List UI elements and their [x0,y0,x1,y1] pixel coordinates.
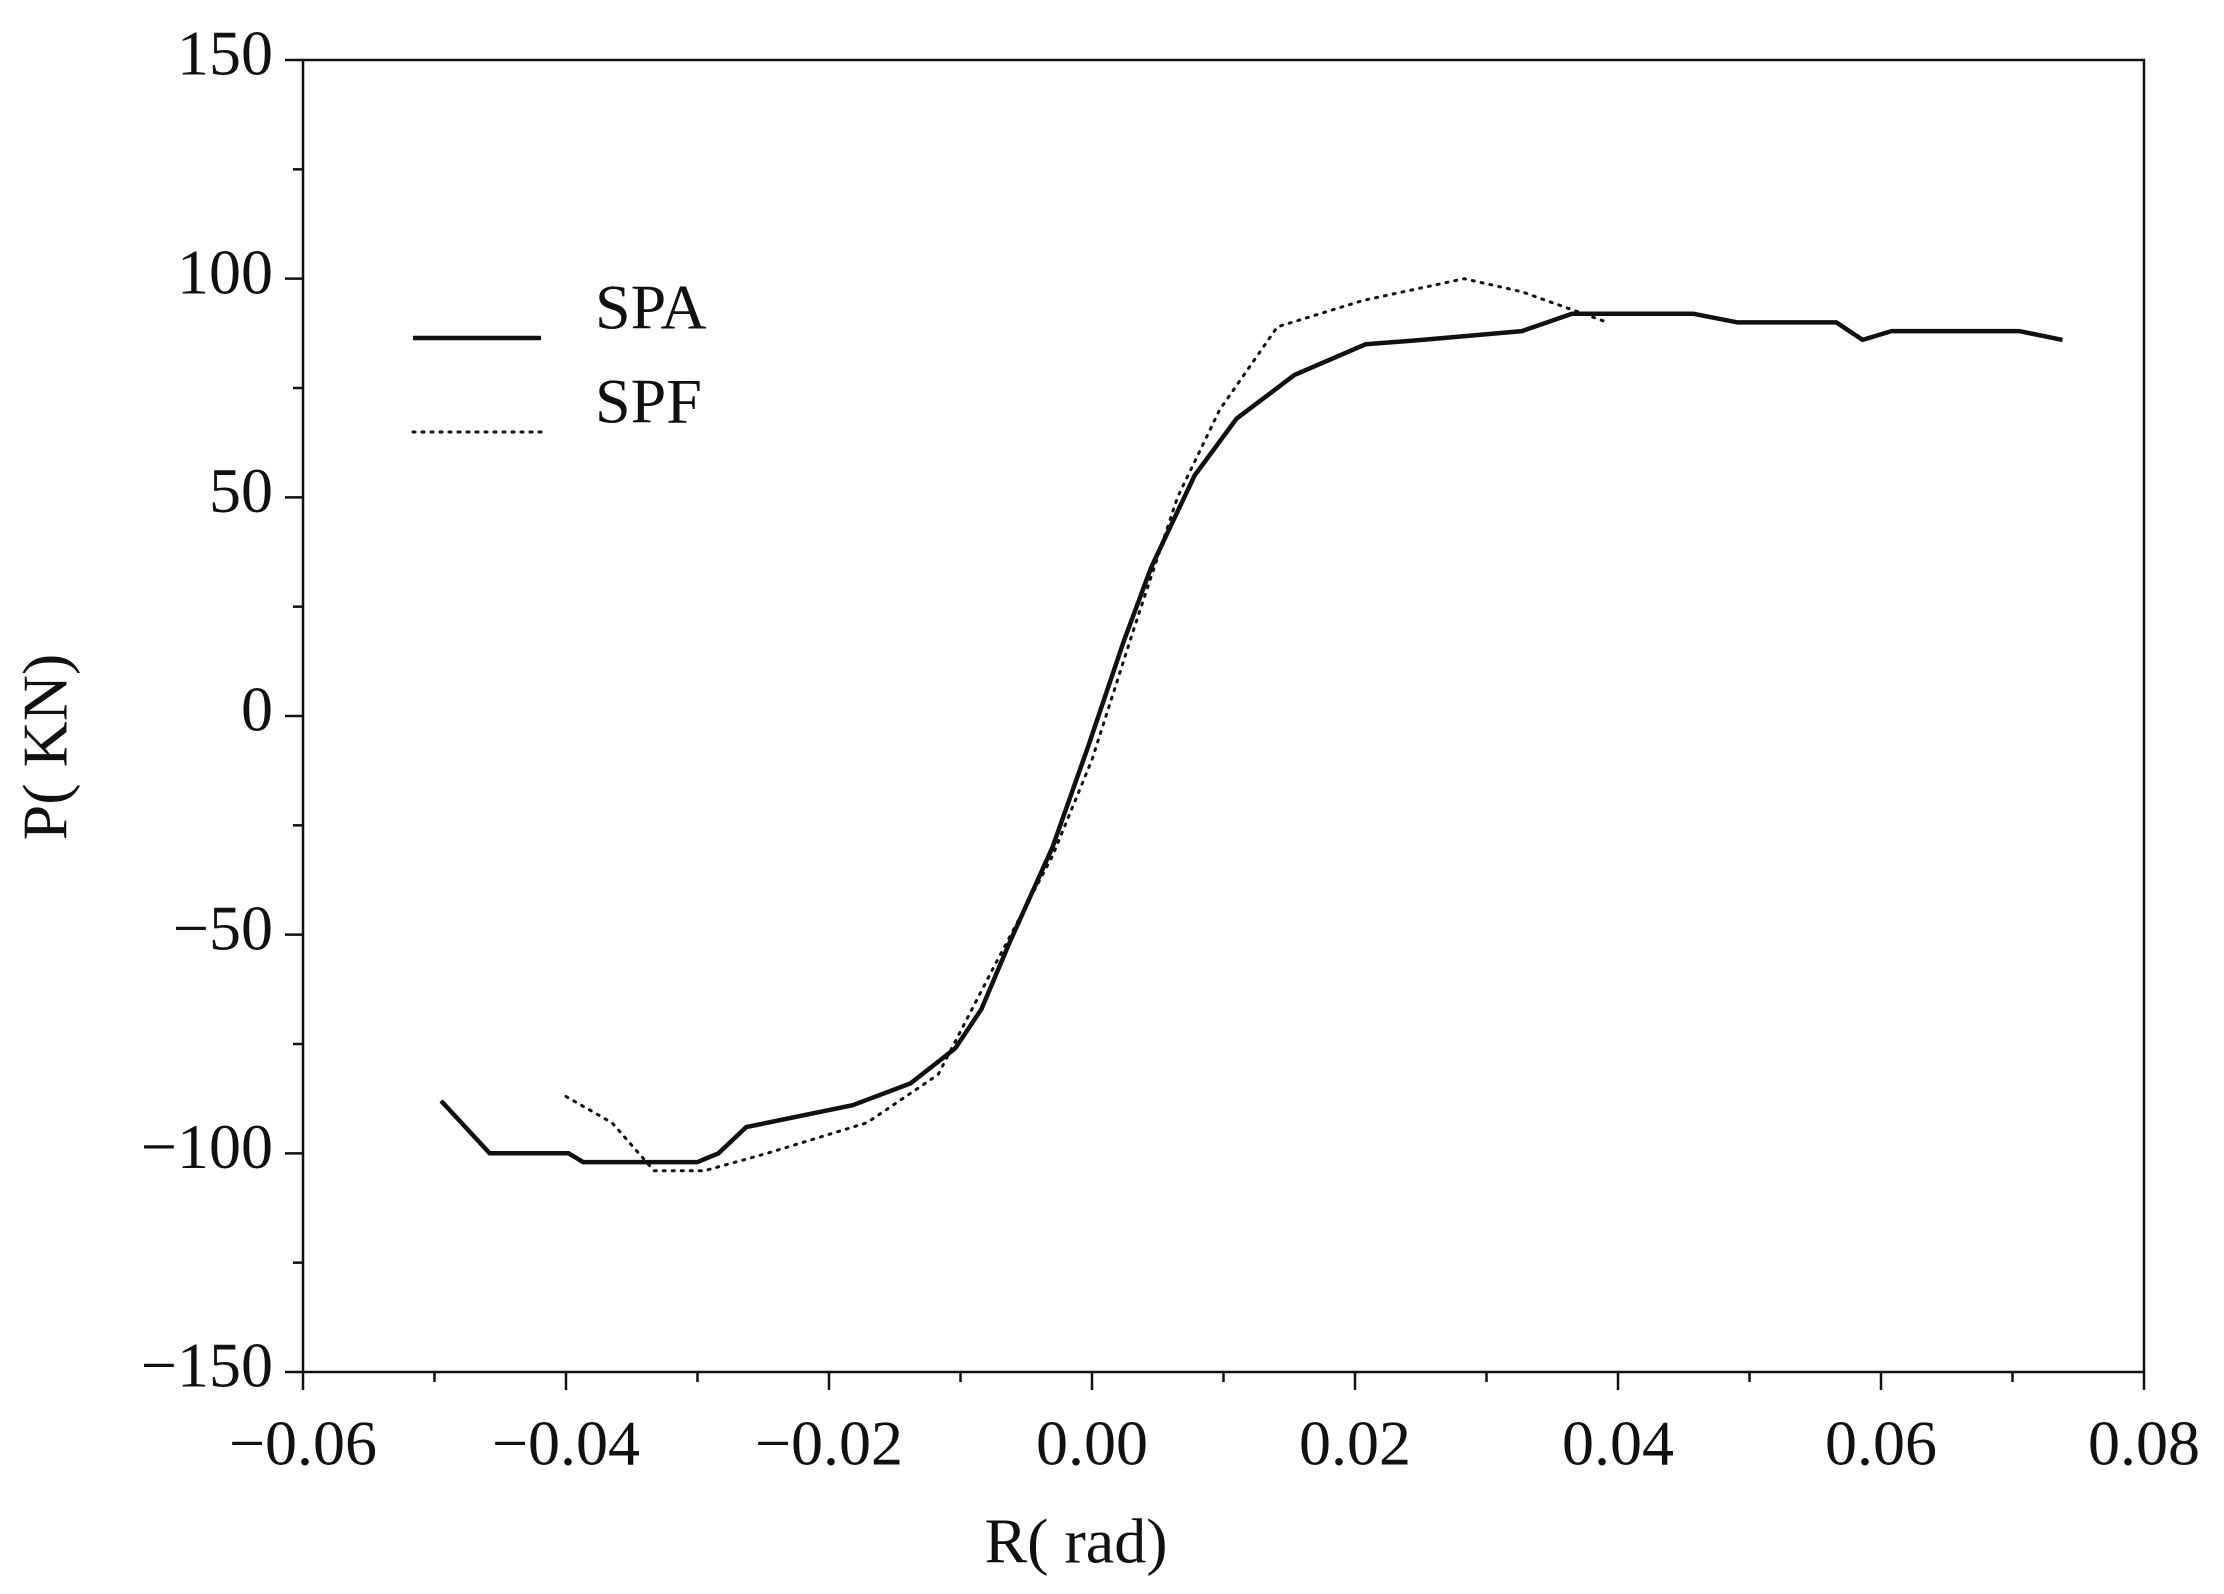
x-tick-label: −0.02 [755,1408,903,1479]
plot-frame [301,58,2146,1374]
series-line [564,277,1609,1173]
legend-label: SPA [595,272,707,343]
x-tick-label: 0.04 [1562,1408,1674,1479]
x-tick-label: −0.06 [229,1408,377,1479]
y-tick-label: 150 [177,18,273,89]
y-axis-label: P( KN) [10,654,81,841]
x-tick-label: −0.04 [492,1408,640,1479]
x-axis-label: R( rad) [984,1506,1167,1577]
x-tick-label: 0.02 [1299,1408,1411,1479]
x-tick-label: 0.00 [1036,1408,1148,1479]
series-line [439,311,2063,1165]
y-tick-label: −100 [141,1111,273,1182]
x-tick-label: 0.08 [2088,1408,2200,1479]
x-tick-label: 0.06 [1825,1408,1937,1479]
y-tick-label: 50 [209,455,273,526]
y-tick-label: −50 [173,892,273,963]
y-tick-label: 100 [177,236,273,307]
legend-label: SPF [595,366,702,437]
y-tick-label: 0 [241,674,273,745]
y-tick-label: −150 [141,1330,273,1401]
